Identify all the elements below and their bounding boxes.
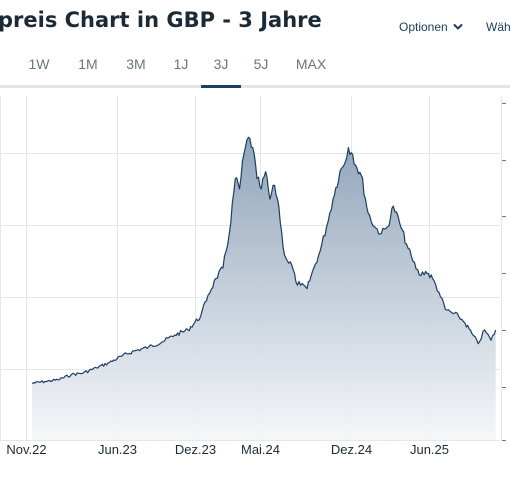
options-label: Optionen: [399, 20, 448, 34]
currency-selector[interactable]: Währ: [486, 20, 510, 34]
x-tick-label: Nov.22: [6, 442, 46, 457]
tab-1m[interactable]: 1M: [78, 56, 98, 72]
price-area: [32, 137, 496, 441]
x-tick-label: Jun.23: [98, 442, 137, 457]
x-tick-label: Dez.24: [331, 442, 372, 457]
x-tick-label: Jun.25: [410, 442, 449, 457]
x-tick-label: Mai.24: [241, 442, 280, 457]
tab-1w[interactable]: 1W: [28, 56, 50, 72]
y-axis-ticks: [501, 96, 506, 441]
tab-3j[interactable]: 3J: [213, 56, 229, 72]
options-dropdown[interactable]: Optionen: [399, 20, 463, 34]
tab-3m[interactable]: 3M: [126, 56, 146, 72]
tab-1j[interactable]: 1J: [173, 56, 189, 72]
timeframe-tabs: 1W 1M 3M 1J 3J 5J MAX: [0, 50, 510, 88]
active-tab-indicator: [201, 85, 241, 88]
x-axis-ticks: Nov.22 Jun.23 Dez.23 Mai.24 Dez.24 Jun.25: [6, 442, 449, 457]
x-tick-label: Dez.23: [175, 442, 216, 457]
tab-max[interactable]: MAX: [295, 56, 327, 72]
page-title: preis Chart in GBP - 3 Jahre: [0, 8, 322, 32]
price-line: [31, 136, 497, 384]
tab-divider: [0, 85, 510, 88]
tab-5j[interactable]: 5J: [253, 56, 269, 72]
chevron-down-icon: [453, 24, 463, 30]
